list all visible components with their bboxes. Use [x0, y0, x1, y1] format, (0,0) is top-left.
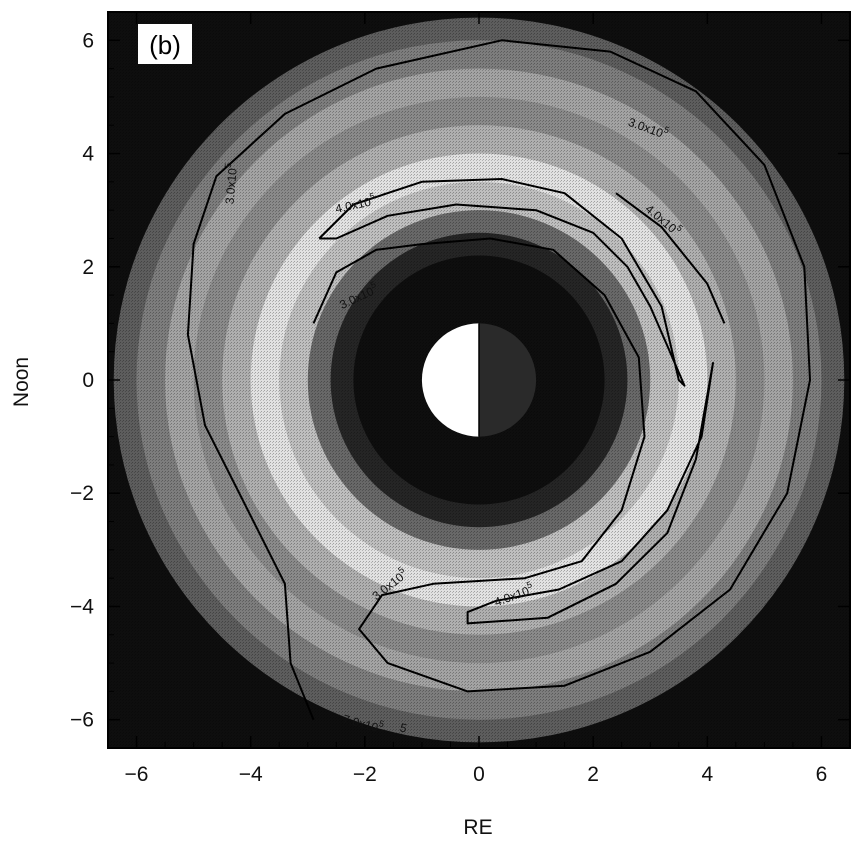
x-tick-label: 2	[587, 763, 599, 786]
x-tick-label: 6	[816, 763, 828, 786]
y-axis-title: Noon	[10, 357, 33, 407]
contour-lines	[186, 39, 811, 721]
x-tick-label: −2	[353, 763, 377, 786]
x-axis-title: RE	[463, 816, 492, 839]
earth-nightside	[479, 323, 537, 437]
y-tick-label: 0	[82, 369, 94, 392]
contour-4-0x10-5	[466, 362, 714, 625]
earth-dayside	[421, 323, 479, 437]
y-tick-label: 2	[82, 256, 94, 279]
y-tick-label: 6	[82, 29, 94, 52]
panel-label-text: (b)	[149, 30, 181, 60]
panel-label: (b)	[138, 24, 192, 64]
contour-4-0x10-5	[318, 178, 686, 387]
contour-label: 5	[398, 720, 408, 735]
contour-4-0x10-5	[615, 192, 726, 324]
x-tick-label: −6	[125, 763, 149, 786]
x-tick-label: 0	[473, 763, 485, 786]
x-tick-label: 4	[701, 763, 713, 786]
axis-ticks: −6 −4 −2 0 2 4 6 −6 −4 −2 0 2 4 6	[70, 11, 851, 786]
x-tick-label: −4	[239, 763, 263, 786]
earth	[421, 323, 537, 437]
y-tick-label: −6	[70, 709, 94, 732]
y-tick-label: 4	[82, 143, 94, 166]
contour-label: 3.0x105	[220, 162, 241, 204]
contour-3-0x10-5	[186, 39, 811, 721]
y-tick-label: −4	[70, 595, 94, 618]
y-tick-label: −2	[70, 482, 94, 505]
